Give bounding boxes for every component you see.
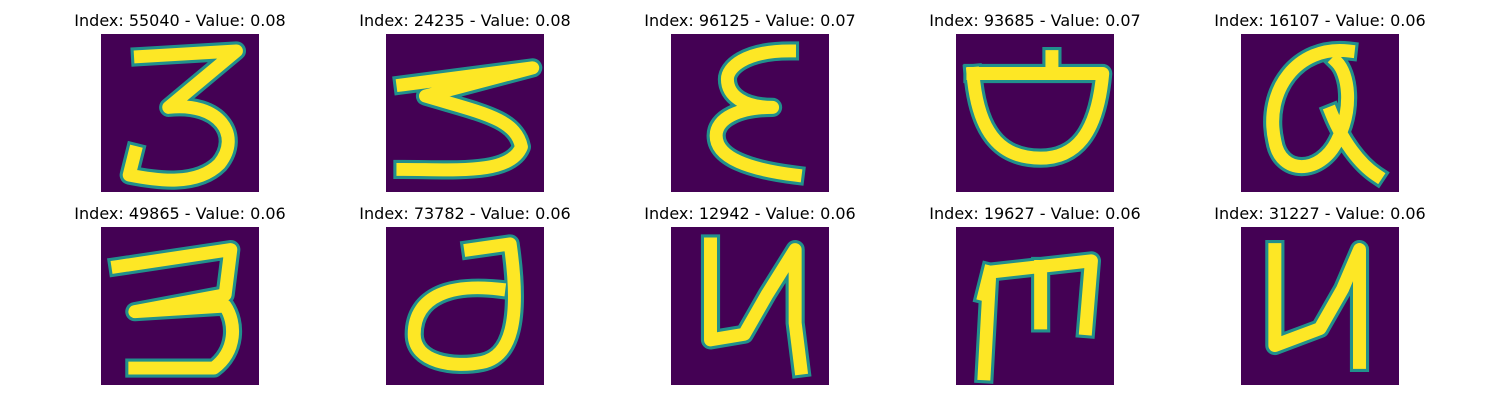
sample-panel-1: Index: 55040 - Value: 0.08: [20, 0, 340, 192]
handwritten-glyph-image: [101, 227, 259, 385]
sample-title: Index: 24235 - Value: 0.08: [359, 11, 571, 30]
sample-panel-5: Index: 16107 - Value: 0.06: [1160, 0, 1480, 192]
handwritten-glyph-image: [1241, 227, 1399, 385]
sample-title: Index: 19627 - Value: 0.06: [929, 204, 1141, 223]
sample-title: Index: 12942 - Value: 0.06: [644, 204, 856, 223]
sample-panel-3: Index: 96125 - Value: 0.07: [590, 0, 910, 192]
sample-title: Index: 16107 - Value: 0.06: [1214, 11, 1426, 30]
sample-panel-2: Index: 24235 - Value: 0.08: [305, 0, 625, 192]
sample-panel-6: Index: 49865 - Value: 0.06: [20, 193, 340, 385]
sample-panel-9: Index: 19627 - Value: 0.06: [875, 193, 1195, 385]
sample-title: Index: 73782 - Value: 0.06: [359, 204, 571, 223]
handwritten-glyph-image: [101, 34, 259, 192]
handwritten-glyph-image: [386, 227, 544, 385]
handwritten-glyph-image: [1241, 34, 1399, 192]
sample-panel-8: Index: 12942 - Value: 0.06: [590, 193, 910, 385]
sample-title: Index: 49865 - Value: 0.06: [74, 204, 286, 223]
sample-panel-7: Index: 73782 - Value: 0.06: [305, 193, 625, 385]
sample-title: Index: 96125 - Value: 0.07: [644, 11, 856, 30]
handwritten-glyph-image: [671, 34, 829, 192]
handwritten-glyph-image: [956, 34, 1114, 192]
sample-panel-10: Index: 31227 - Value: 0.06: [1160, 193, 1480, 385]
sample-title: Index: 55040 - Value: 0.08: [74, 11, 286, 30]
sample-title: Index: 31227 - Value: 0.06: [1214, 204, 1426, 223]
handwritten-glyph-image: [956, 227, 1114, 385]
handwritten-glyph-image: [671, 227, 829, 385]
sample-panel-4: Index: 93685 - Value: 0.07: [875, 0, 1195, 192]
sample-title: Index: 93685 - Value: 0.07: [929, 11, 1141, 30]
handwritten-glyph-image: [386, 34, 544, 192]
